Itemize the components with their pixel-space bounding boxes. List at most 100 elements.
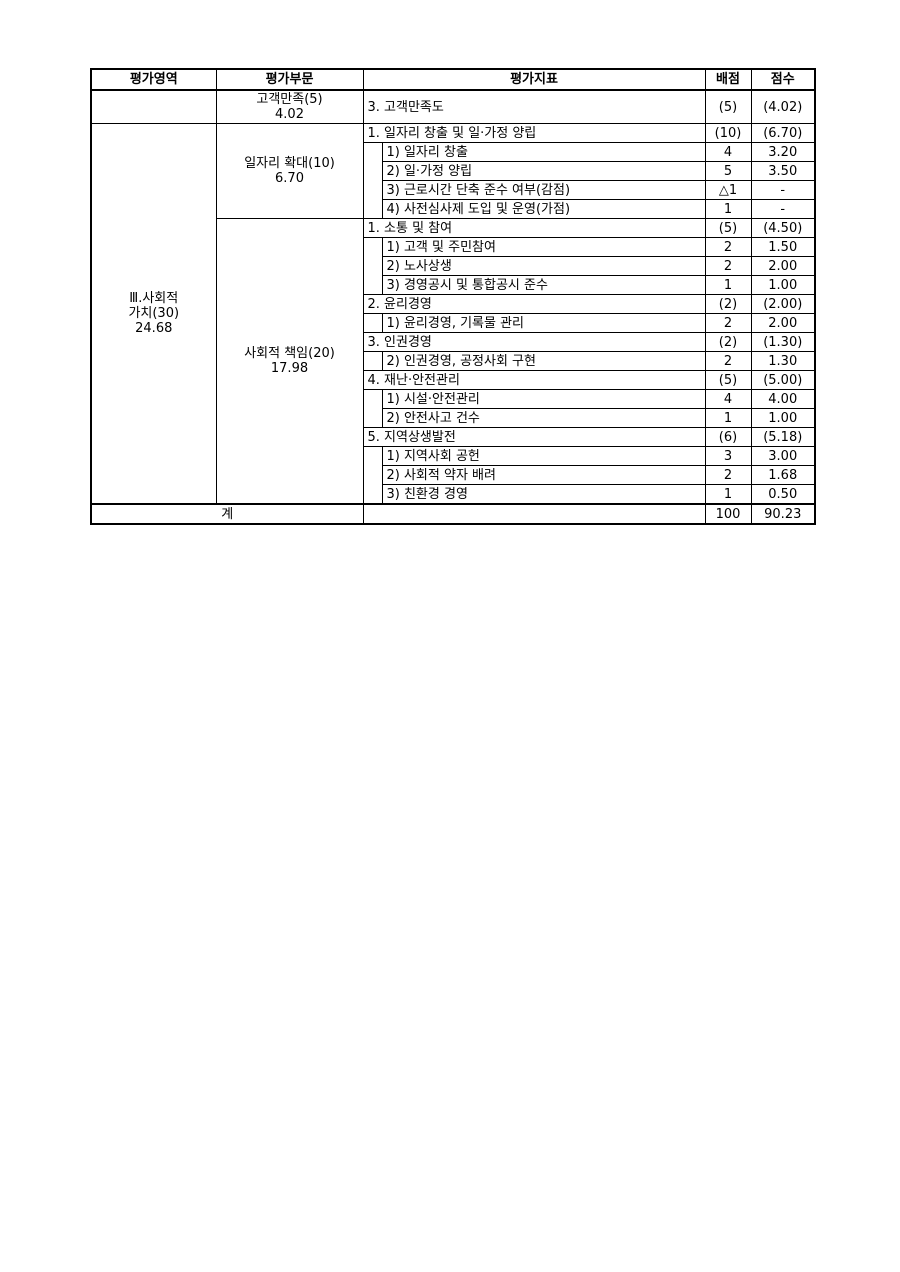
score-cell: 2.00 [750,313,816,333]
score-cell: (2.00) [750,294,816,314]
header-area: 평가영역 [90,68,217,91]
indicator-row: 4. 재난·안전관리 (5) (5.00) [91,370,816,390]
score-cell: (6.70) [750,123,816,143]
indicator-sub: 1) 지역사회 공헌 [381,446,706,466]
indicator-sub: 3) 친환경 경영 [381,484,706,505]
score-cell: (1.30) [750,332,816,352]
weight-cell: 1 [704,408,752,428]
weight-cell: 2 [704,237,752,257]
score-cell: (4.50) [750,218,816,238]
indicator-main: 4. 재난·안전관리 [362,370,706,390]
indent-cell [362,446,383,505]
header-weight: 배점 [704,68,752,91]
indicator-row: 고객만족(5) 4.02 3. 고객만족도 (5) (4.02) [90,89,816,124]
weight-cell: △1 [704,180,752,200]
indicator-sub: 1) 일자리 창출 [381,142,706,162]
division-cell: 사회적 책임(20) 17.98 [215,218,364,505]
sub-indicator-row: 4) 사전심사제 도입 및 운영(가점) 1- [91,199,816,219]
weight-cell: 2 [704,351,752,371]
score-cell: (5.18) [750,427,816,447]
weight-cell: (5) [704,218,752,238]
indicator-main: 5. 지역상생발전 [362,427,706,447]
weight-cell: 1 [704,199,752,219]
weight-cell: 2 [704,465,752,485]
score-cell: 3.20 [750,142,816,162]
indicator-row: 사회적 책임(20) 17.98 1. 소통 및 참여 (5) (4.50) [91,218,816,505]
indicator-sub: 2) 일·가정 양립 [381,161,706,181]
weight-cell: (5) [704,89,752,124]
score-cell: - [750,180,816,200]
score-cell: 0.50 [750,484,816,505]
sub-indicator-row: 3) 경영공시 및 통합공시 준수 1 1.00 [91,275,816,295]
sub-indicator-row: 3) 근로시간 단축 준수 여부(감점) △1- [91,180,816,200]
score-cell: 1.50 [750,237,816,257]
score-cell: 4.00 [750,389,816,409]
area-cell [90,89,217,124]
area-cell: Ⅲ.사회적 가치(30) 24.68 [90,123,217,505]
weight-cell: 2 [704,313,752,333]
weight-cell: (2) [704,332,752,352]
indent-cell [362,237,383,295]
division-cell: 고객만족(5) 4.02 [215,89,364,124]
indicator-row: 2. 윤리경영 (2) (2.00) [91,294,816,314]
indicator-sub: 3) 경영공시 및 통합공시 준수 [381,275,706,295]
header-row: 평가영역 평가부문 평가지표 배점 점수 [90,68,816,91]
sub-indicator-row: 2) 인권경영, 공정사회 구현 2 1.30 [91,351,816,371]
indicator-sub: 2) 인권경영, 공정사회 구현 [381,351,706,371]
score-cell: 3.50 [750,161,816,181]
indicator-sub: 2) 노사상생 [381,256,706,276]
score-cell: 2.00 [750,256,816,276]
indicator-sub: 2) 사회적 약자 배려 [381,465,706,485]
score-cell: 1.30 [750,351,816,371]
total-weight: 100 [704,503,752,525]
indicator-main: 3. 고객만족도 [362,89,706,124]
indent-cell [362,351,383,371]
sub-indicator-row: 2) 안전사고 건수 1 1.00 [91,408,816,428]
score-cell: 1.68 [750,465,816,485]
indent-cell [362,313,383,333]
sub-indicator-row: 1) 일자리 창출 4 3.20 [91,142,816,219]
weight-cell: (6) [704,427,752,447]
indicator-main: 1. 일자리 창출 및 일·가정 양립 [362,123,706,143]
header-indicator: 평가지표 [362,68,706,91]
weight-cell: 1 [704,484,752,505]
score-cell: (5.00) [750,370,816,390]
total-row: 계 100 90.23 [90,503,816,525]
score-cell: 3.00 [750,446,816,466]
division-cell: 일자리 확대(10) 6.70 [215,123,364,219]
sub-indicator-row: 1) 시설·안전관리 4 4.00 [91,389,816,428]
indicator-sub: 4) 사전심사제 도입 및 운영(가점) [381,199,706,219]
evaluation-score-table: 평가영역 평가부문 평가지표 배점 점수 고객만족(5) 4.02 3. 고객만족… [90,68,816,525]
weight-cell: (2) [704,294,752,314]
sub-indicator-row: 1) 지역사회 공헌 3 3.00 [91,446,816,505]
weight-cell: 1 [704,275,752,295]
indent-cell [362,142,383,219]
weight-cell: 4 [704,389,752,409]
total-score: 90.23 [750,503,816,525]
weight-cell: 2 [704,256,752,276]
score-cell: 1.00 [750,408,816,428]
weight-cell: (10) [704,123,752,143]
indicator-sub: 1) 시설·안전관리 [381,389,706,409]
sub-indicator-row: 3) 친환경 경영 1 0.50 [91,484,816,505]
header-division: 평가부문 [215,68,364,91]
header-score: 점수 [750,68,816,91]
total-label: 계 [90,503,364,525]
score-cell: - [750,199,816,219]
indicator-main: 1. 소통 및 참여 [362,218,706,238]
indent-cell [362,389,383,428]
weight-cell: 5 [704,161,752,181]
indicator-row: Ⅲ.사회적 가치(30) 24.68 일자리 확대(10) 6.70 1. 일자리 … [90,123,816,505]
weight-cell: (5) [704,370,752,390]
weight-cell: 4 [704,142,752,162]
score-cell: (4.02) [750,89,816,124]
indicator-main: 3. 인권경영 [362,332,706,352]
total-indicator [362,503,706,525]
indicator-sub: 1) 윤리경영, 기록물 관리 [381,313,706,333]
indicator-sub: 1) 고객 및 주민참여 [381,237,706,257]
indicator-sub: 2) 안전사고 건수 [381,408,706,428]
indicator-sub: 3) 근로시간 단축 준수 여부(감점) [381,180,706,200]
score-cell: 1.00 [750,275,816,295]
sub-indicator-row: 1) 윤리경영, 기록물 관리 2 2.00 [91,313,816,333]
weight-cell: 3 [704,446,752,466]
